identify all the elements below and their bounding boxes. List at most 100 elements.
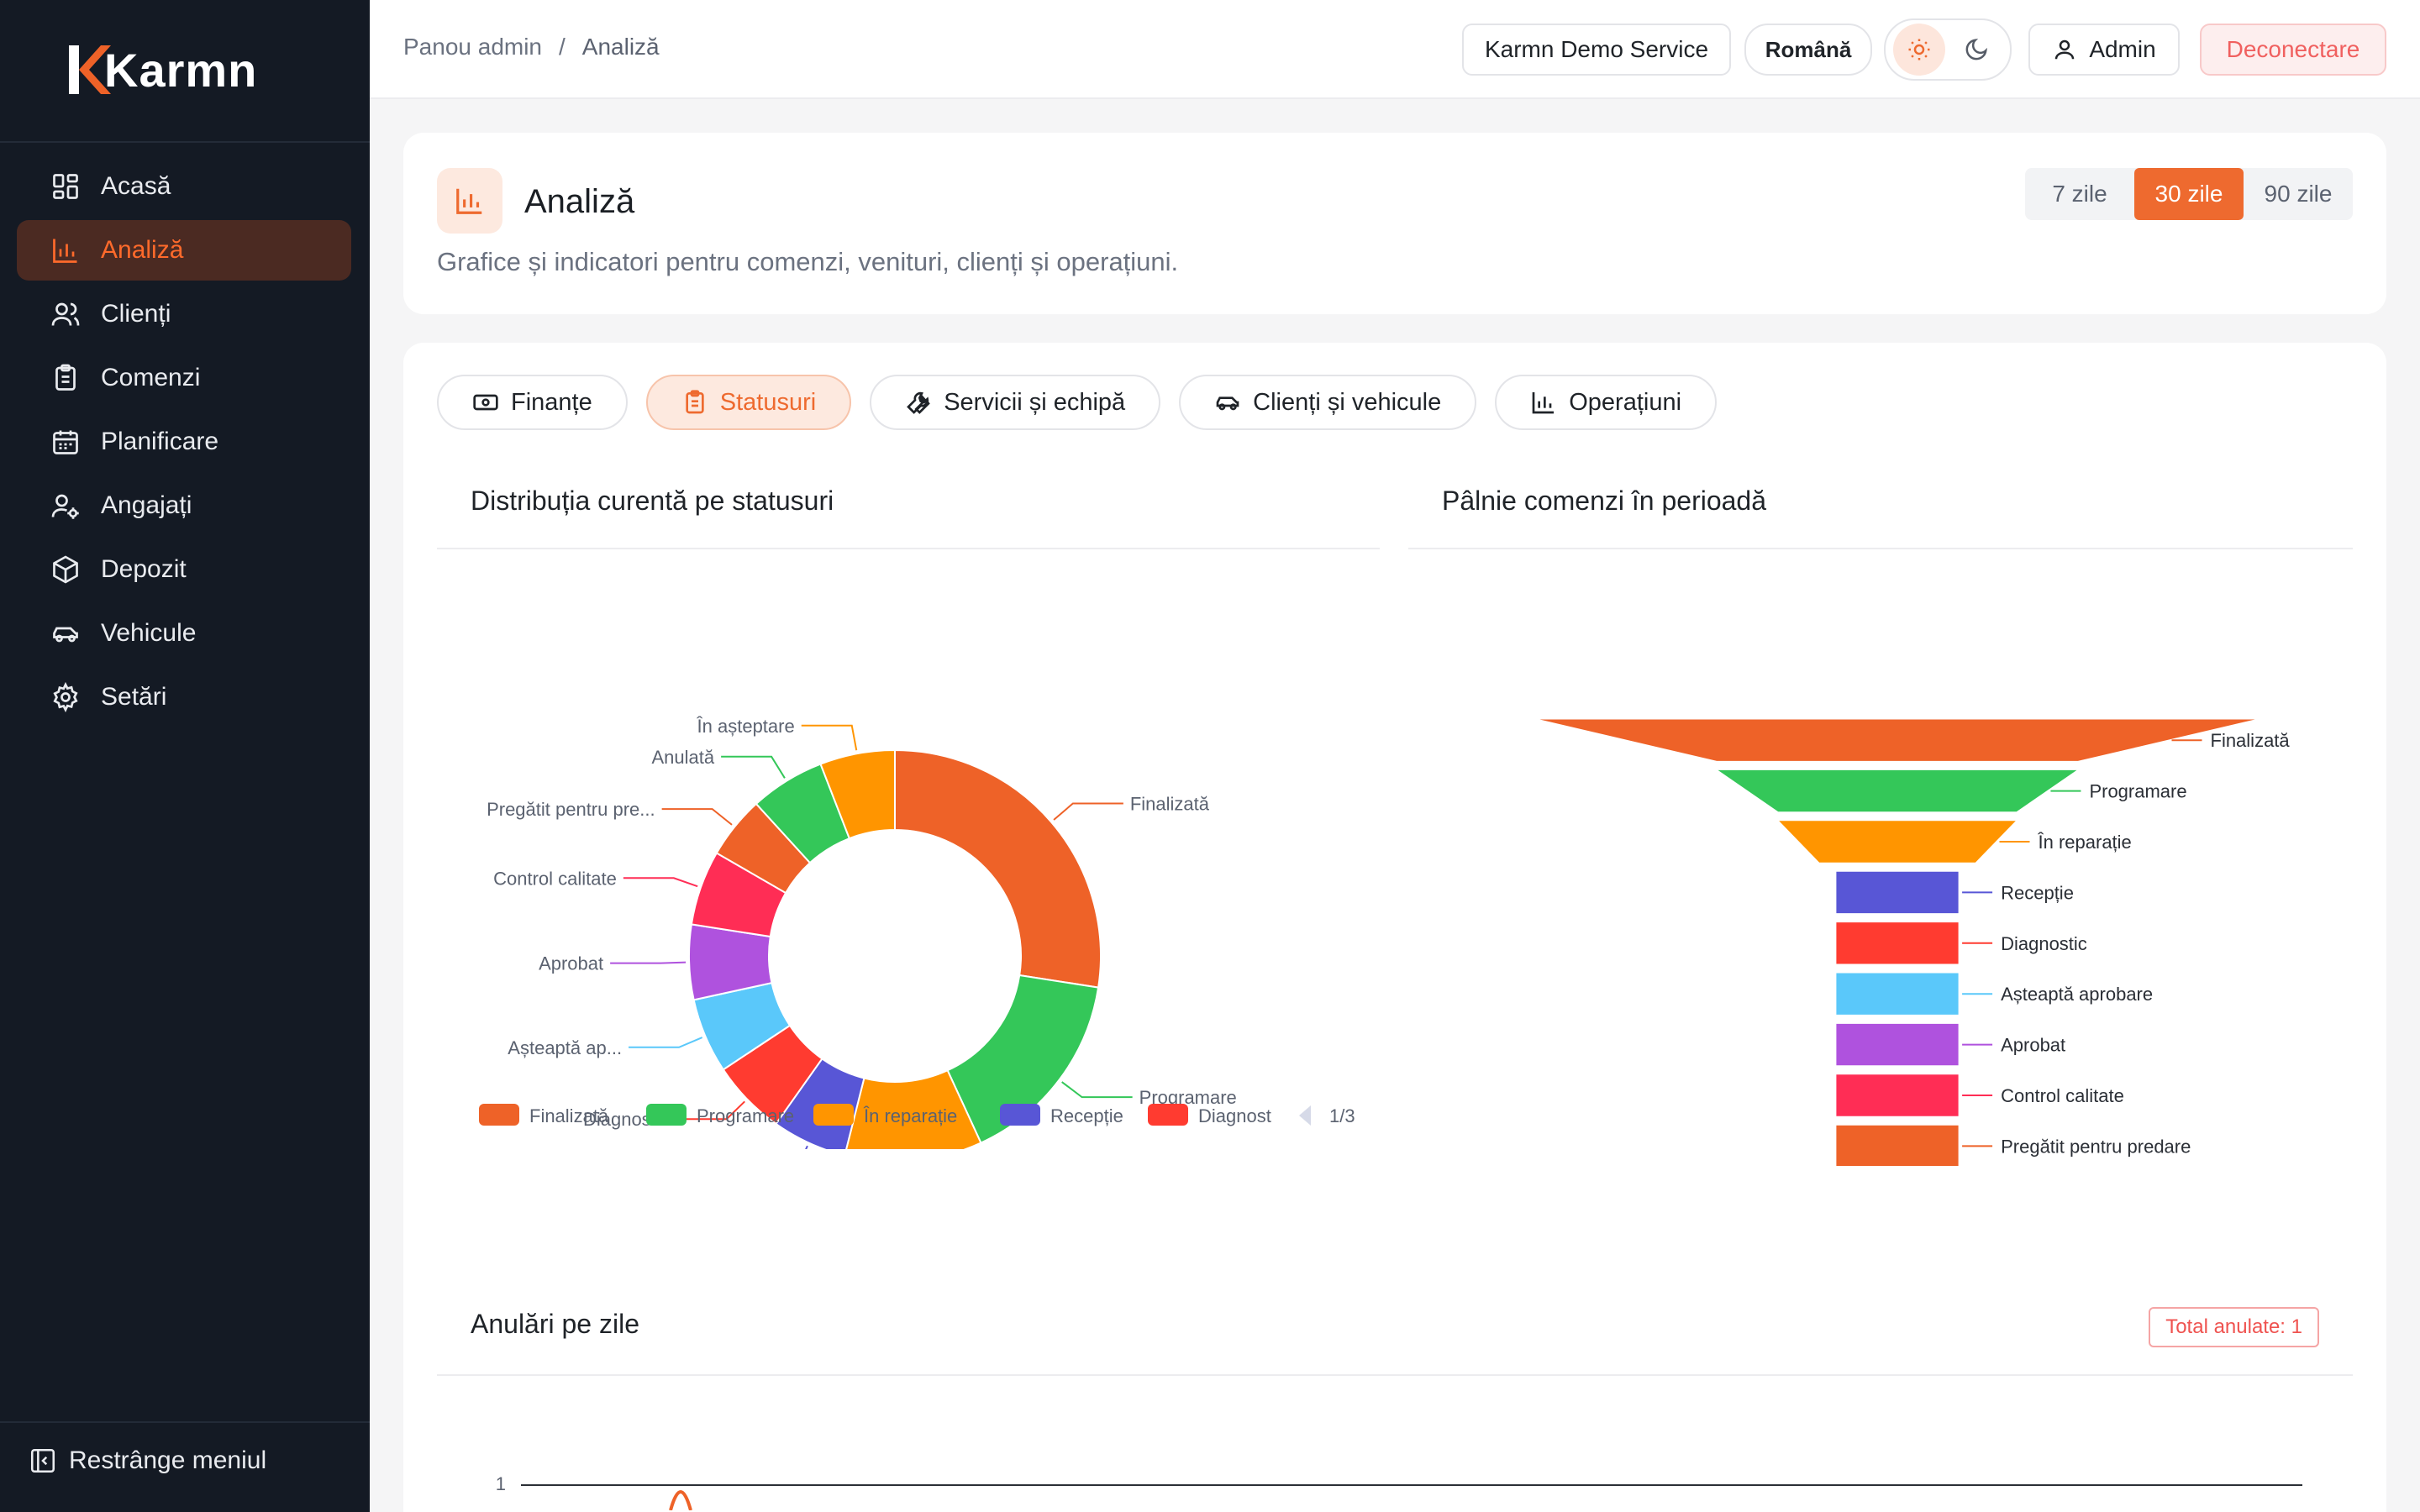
topbar: Panou admin / Analiză Karmn Demo Service… xyxy=(370,0,2420,99)
collapse-menu-label: Restrânge meniul xyxy=(69,1446,267,1474)
legend-prev-page-icon[interactable] xyxy=(1299,1105,1311,1126)
sidebar-item-planificare[interactable]: Planificare xyxy=(17,412,351,472)
funnel-label-control-calitate: Control calitate xyxy=(2001,1085,2124,1106)
funnel-segment-programare[interactable] xyxy=(1715,769,2080,813)
funnel-segment-diagnostic[interactable] xyxy=(1835,921,1960,965)
sidebar-item-setari[interactable]: Setări xyxy=(17,667,351,727)
legend-label-receptie[interactable]: Recepție xyxy=(1050,1105,1123,1126)
funnel-segment-control-calitate[interactable] xyxy=(1835,1074,1960,1117)
collapse-sidebar-icon xyxy=(30,1448,55,1473)
service-selector[interactable]: Karmn Demo Service xyxy=(1462,24,1731,76)
donut-leader-in-asteptare xyxy=(801,724,858,751)
tab-clienti-vehicule[interactable]: Clienți și vehicule xyxy=(1179,375,1477,430)
funnel-label-in-reparatie: În reparație xyxy=(2038,832,2132,853)
sidebar-item-label: Acasă xyxy=(101,172,171,200)
range-90-days[interactable]: 90 zile xyxy=(2264,181,2333,207)
page-subtitle: Grafice și indicatori pentru comenzi, ve… xyxy=(437,247,1179,276)
light-theme-button[interactable] xyxy=(1893,24,1945,76)
sidebar-item-comenzi[interactable]: Comenzi xyxy=(17,348,351,408)
page-header-card: Analiză Grafice și indicatori pentru com… xyxy=(403,133,2386,314)
sidebar-item-vehicule[interactable]: Vehicule xyxy=(17,603,351,664)
tab-servicii-echipa[interactable]: Servicii și echipă xyxy=(870,375,1161,430)
moon-icon xyxy=(1965,39,1987,60)
donut-slice-in-asteptare[interactable] xyxy=(819,748,896,840)
sidebar-item-label: Comenzi xyxy=(101,364,201,391)
sidebar-item-clienti[interactable]: Clienți xyxy=(17,284,351,344)
donut-label-in-asteptare: În așteptare xyxy=(697,716,795,737)
range-30-days[interactable]: 30 zile xyxy=(2134,168,2244,220)
sidebar-item-analiza[interactable]: Analiză xyxy=(17,220,351,281)
donut-slice-in-reparatie[interactable] xyxy=(844,1068,982,1149)
funnel-chart-title: Pâlnie comenzi în perioadă xyxy=(1442,486,1767,516)
funnel-segment-in-reparatie[interactable] xyxy=(1776,820,2018,864)
analytics-card: Finanțe Statusuri Servicii și echipă Cli… xyxy=(403,343,2386,1512)
user-menu-button[interactable]: Admin xyxy=(2028,24,2180,76)
donut-chart-title: Distribuția curentă pe statusuri xyxy=(471,486,834,516)
chart-icon xyxy=(53,239,77,263)
logo-text: Karmn xyxy=(104,43,258,97)
funnel-segment-aprobat[interactable] xyxy=(1835,1022,1960,1067)
language-selector[interactable]: Română xyxy=(1744,24,1872,76)
legend-swatch-receptie[interactable] xyxy=(1000,1104,1040,1126)
breadcrumb: Panou admin / Analiză xyxy=(403,34,660,60)
dashboard-icon xyxy=(53,174,78,199)
legend-label-diagnost[interactable]: Diagnost xyxy=(1198,1105,1271,1126)
calendar-icon xyxy=(53,430,78,454)
sidebar-nav: Acasă Analiză Clienți Comenzi Planificar… xyxy=(17,156,351,731)
legend-label-programare[interactable]: Programare xyxy=(697,1105,794,1126)
sidebar-item-label: Angajați xyxy=(101,491,192,519)
gear-icon xyxy=(53,682,78,712)
legend-swatch-in-reparatie[interactable] xyxy=(813,1104,854,1126)
tab-operatiuni[interactable]: Operațiuni xyxy=(1495,375,1718,430)
funnel-label-aprobat: Aprobat xyxy=(2001,1035,2065,1056)
sidebar-item-label: Vehicule xyxy=(101,619,197,647)
donut-label-control-calitate: Control calitate xyxy=(493,868,617,889)
page-title: Analiză xyxy=(524,183,635,220)
legend-label-finalizata[interactable]: Finalizată xyxy=(529,1105,609,1126)
legend-page-indicator: 1/3 xyxy=(1329,1105,1355,1126)
collapse-menu-button[interactable]: Restrânge meniul xyxy=(29,1446,266,1475)
user-icon xyxy=(2055,39,2075,60)
chart-icon xyxy=(456,188,482,214)
funnel-segment-pregatit-pentru-predare[interactable] xyxy=(1835,1124,1960,1166)
cancellations-chart-title: Anulări pe zile xyxy=(471,1309,639,1339)
legend-label-in-reparatie[interactable]: În reparație xyxy=(863,1105,957,1126)
legend-swatch-programare[interactable] xyxy=(646,1104,687,1126)
chart-icon xyxy=(1532,392,1555,414)
legend-swatch-diagnost[interactable] xyxy=(1148,1104,1188,1126)
funnel-label-finalizata: Finalizată xyxy=(2211,730,2291,751)
tab-statusuri[interactable]: Statusuri xyxy=(645,375,852,430)
status-donut-chart: Finalizată Programare În reparație Recepție… xyxy=(479,716,1355,1149)
breadcrumb-item-admin[interactable]: Panou admin xyxy=(403,34,543,60)
car-icon xyxy=(1216,396,1239,411)
breadcrumb-separator: / xyxy=(559,34,566,60)
funnel-segment-finalizata[interactable] xyxy=(1535,718,2260,762)
orders-funnel-chart: Finalizată Programare În reparație Recepție… xyxy=(1535,718,2291,1166)
tab-label: Operațiuni xyxy=(1569,388,1682,416)
app-logo[interactable]: Karmn xyxy=(67,42,257,97)
sidebar-item-label: Analiză xyxy=(101,236,184,264)
funnel-segment-receptie[interactable] xyxy=(1835,870,1960,915)
sun-icon xyxy=(1908,39,1930,60)
donut-slice-finalizata[interactable] xyxy=(894,748,1102,989)
donut-label-asteapta-aprobare: Așteaptă ap... xyxy=(508,1037,622,1058)
donut-label-anulata: Anulată xyxy=(652,747,715,768)
sidebar: Karmn Acasă Analiză Clienți Comenzi Plan… xyxy=(0,0,370,1512)
sidebar-item-label: Setări xyxy=(101,683,167,711)
funnel-label-asteapta-aprobare: Așteaptă aprobare xyxy=(2001,984,2153,1005)
tab-finante[interactable]: Finanțe xyxy=(437,375,628,430)
sidebar-item-angajati[interactable]: Angajați xyxy=(17,475,351,536)
legend-swatch-finalizata[interactable] xyxy=(479,1104,519,1126)
sidebar-item-depozit[interactable]: Depozit xyxy=(17,539,351,600)
range-7-days[interactable]: 7 zile xyxy=(2052,181,2107,207)
donut-leader-anulata xyxy=(721,755,786,779)
tab-label: Clienți și vehicule xyxy=(1253,388,1442,416)
funnel-label-receptie: Recepție xyxy=(2001,882,2074,903)
funnel-segment-asteapta-aprobare[interactable] xyxy=(1835,972,1960,1016)
y-tick-label: 1 xyxy=(496,1473,506,1494)
logout-button[interactable]: Deconectare xyxy=(2200,24,2386,76)
cancellations-line-chart: 1 xyxy=(496,1473,2302,1510)
funnel-label-pregatit-pentru-predare: Pregătit pentru predare xyxy=(2001,1136,2191,1157)
sidebar-item-acasa[interactable]: Acasă xyxy=(17,156,351,217)
dark-theme-button[interactable] xyxy=(1950,24,2002,76)
